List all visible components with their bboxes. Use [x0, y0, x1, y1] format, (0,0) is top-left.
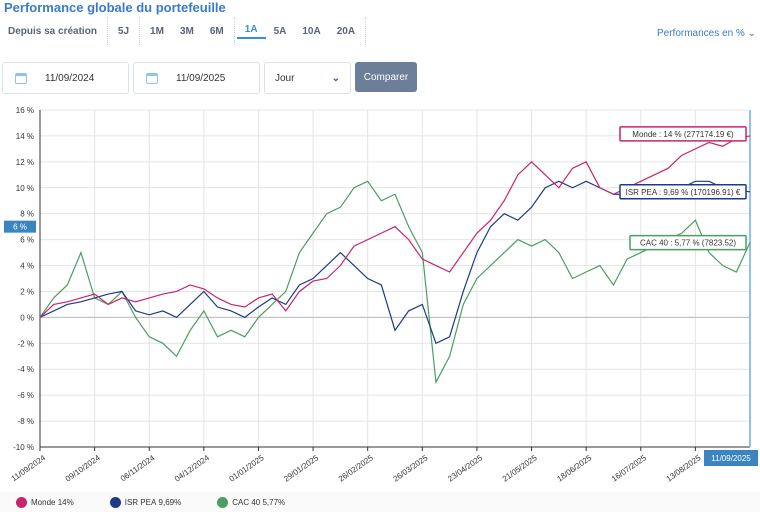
- crosshair-x-label: 11/09/2025: [711, 454, 751, 463]
- y-tick-label: 0 %: [20, 313, 34, 322]
- x-tick-label: 01/01/2025: [228, 453, 266, 484]
- y-tick-label: -2 %: [18, 339, 34, 348]
- y-tick-label: -8 %: [18, 417, 34, 426]
- series-tooltip-text: Monde : 14 % (277174.19 €): [632, 130, 734, 139]
- series-line-monde: [39, 135, 751, 318]
- y-tick-label: 6 %: [20, 236, 34, 245]
- y-tick-label: 8 %: [20, 210, 34, 219]
- divider: [365, 17, 367, 45]
- crosshair-y-label: 6 %: [13, 223, 27, 232]
- period-5a[interactable]: 5A: [273, 25, 287, 37]
- legend-item-cac40[interactable]: CAC 40 5,77%: [217, 496, 286, 508]
- x-tick-label: 29/01/2025: [282, 453, 320, 484]
- legend-label: ISR PEA: [124, 497, 157, 507]
- calendar-icon: [15, 72, 27, 84]
- x-tick-label: 09/10/2024: [64, 453, 102, 484]
- legend-item-isr-pea[interactable]: ISR PEA 9,69%: [109, 496, 182, 508]
- x-tick-label: 26/03/2025: [391, 453, 429, 484]
- period-selector: Depuis sa création 5J 1M 3M 6M 1A 5A 10A…: [0, 16, 368, 46]
- x-tick-label: 26/02/2025: [337, 453, 375, 484]
- end-date-input[interactable]: 11/09/2025: [133, 62, 260, 94]
- chevron-down-icon: ⌄: [747, 28, 756, 39]
- legend-item-monde[interactable]: Monde 14%: [16, 496, 74, 508]
- performance-mode-select[interactable]: Performances en % ⌄: [657, 28, 756, 39]
- legend-label: CAC 40: [232, 497, 261, 507]
- x-tick-label: 06/11/2024: [119, 453, 157, 483]
- x-tick-label: 11/09/2024: [10, 453, 48, 483]
- calendar-icon: [146, 72, 158, 84]
- x-tick-label: 04/12/2024: [173, 453, 211, 484]
- x-tick-label: 21/05/2025: [501, 453, 539, 484]
- legend-value: 9,69%: [158, 497, 182, 507]
- start-date-value: 11/09/2024: [45, 72, 95, 84]
- period-1m[interactable]: 1M: [150, 25, 164, 37]
- chevron-down-icon: ⌄: [331, 72, 340, 84]
- performance-mode-label: Performances en %: [657, 28, 745, 39]
- legend-label: Monde: [31, 497, 56, 507]
- frequency-value: Jour: [275, 72, 295, 84]
- frequency-select[interactable]: Jour ⌄: [264, 62, 351, 94]
- period-1a[interactable]: 1A: [236, 24, 266, 39]
- y-tick-label: 14 %: [16, 132, 34, 141]
- series-tooltip-box: [619, 126, 747, 142]
- period-since-creation[interactable]: Depuis sa création: [8, 25, 97, 37]
- y-tick-label: -6 %: [18, 391, 34, 400]
- period-20a[interactable]: 20A: [336, 25, 356, 37]
- y-tick-label: 16 %: [16, 106, 34, 115]
- legend-dot: [109, 496, 121, 508]
- legend-dot: [217, 496, 229, 508]
- y-tick-label: -10 %: [13, 443, 34, 452]
- y-tick-label: -4 %: [18, 365, 34, 374]
- page-title: Performance globale du portefeuille: [4, 0, 226, 15]
- period-3m[interactable]: 3M: [179, 25, 194, 37]
- chart-legend: Monde 14% ISR PEA 9,69% CAC 40 5,77%: [0, 492, 760, 512]
- x-tick-label: 16/07/2025: [610, 453, 648, 484]
- divider: [233, 17, 235, 45]
- series-line-cac-40: [39, 180, 751, 385]
- divider: [139, 17, 141, 45]
- x-tick-label: 18/06/2025: [555, 453, 593, 484]
- crosshair-x-badge: [704, 450, 758, 466]
- series-tooltip-box: [619, 184, 747, 200]
- series-tooltip-box: [629, 234, 747, 251]
- legend-dot: [16, 496, 27, 508]
- performance-chart[interactable]: -10 % -8 % -6 % -4 % -2 % 0 % 2 % 4 % 6 % 8 % 10 %…: [0, 0, 760, 490]
- x-tick-label: 13/08/2025: [665, 453, 703, 484]
- divider: [106, 17, 108, 45]
- period-10a[interactable]: 10A: [302, 25, 321, 37]
- y-tick-label: 2 %: [20, 287, 34, 296]
- series-tooltip-text: ISR PEA : 9,69 % (170196.91) €: [626, 188, 741, 197]
- period-5j[interactable]: 5J: [117, 25, 130, 37]
- series-tooltip-text: CAC 40 : 5,77 % (7823.52): [640, 239, 736, 248]
- x-tick-label: 23/04/2025: [446, 453, 484, 484]
- end-date-value: 11/09/2025: [176, 72, 226, 84]
- compare-button[interactable]: Comparer: [355, 62, 417, 92]
- y-tick-label: 4 %: [20, 262, 34, 271]
- period-6m[interactable]: 6M: [209, 25, 224, 37]
- series-line-isr-pea: [39, 180, 751, 345]
- crosshair-y-badge: [4, 220, 36, 233]
- start-date-input[interactable]: 11/09/2024: [2, 62, 129, 94]
- legend-value: 14%: [57, 497, 74, 507]
- legend-value: 5,77%: [262, 497, 286, 507]
- y-tick-label: 12 %: [16, 158, 34, 167]
- y-tick-label: 10 %: [16, 184, 34, 193]
